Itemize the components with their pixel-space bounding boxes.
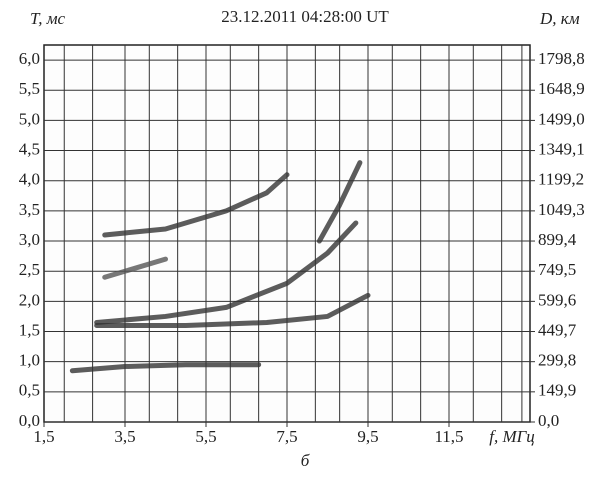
chart-title: 23.12.2011 04:28:00 UT	[221, 7, 389, 26]
y-tick-label: 1,5	[19, 320, 40, 339]
x-tick-label: 3,5	[114, 427, 135, 446]
y-tick-label: 5,0	[19, 109, 40, 128]
y-tick-label: 6,0	[19, 49, 40, 68]
y-tick-label: 5,5	[19, 79, 40, 98]
y2-tick-label: 1049,3	[538, 200, 585, 219]
x-axis-label: f, МГц	[489, 427, 535, 446]
y-tick-label: 3,0	[19, 230, 40, 249]
y2-tick-label: 0,0	[538, 411, 559, 430]
y-axis-label: T, мс	[30, 9, 66, 28]
y2-tick-label: 149,9	[538, 381, 576, 400]
y2-tick-label: 599,6	[538, 290, 576, 309]
trace	[69, 362, 262, 374]
y-tick-label: 0,0	[19, 411, 40, 430]
y2-tick-label: 1199,2	[538, 170, 584, 189]
y2-tick-label: 1499,0	[538, 109, 585, 128]
y2-tick-label: 449,7	[538, 320, 577, 339]
caption: б	[301, 451, 310, 470]
y2-tick-label: 1798,8	[538, 49, 585, 68]
y-tick-label: 2,5	[19, 260, 40, 279]
trace	[102, 172, 290, 238]
y2-tick-label: 1648,9	[538, 79, 585, 98]
x-tick-label: 9,5	[357, 427, 378, 446]
x-tick-label: 1,5	[33, 427, 54, 446]
y2-axis-label: D, км	[539, 9, 580, 28]
y2-tick-label: 899,4	[538, 230, 577, 249]
y-tick-label: 3,5	[19, 200, 40, 219]
y2-tick-label: 749,5	[538, 260, 576, 279]
y2-tick-label: 1349,1	[538, 139, 585, 158]
y-tick-label: 2,0	[19, 290, 40, 309]
x-tick-label: 7,5	[276, 427, 297, 446]
y-tick-label: 1,0	[19, 351, 40, 370]
x-tick-label: 11,5	[434, 427, 463, 446]
y-tick-label: 4,5	[19, 139, 40, 158]
trace	[316, 160, 363, 244]
y-tick-label: 4,0	[19, 170, 40, 189]
y-tick-label: 0,5	[19, 381, 40, 400]
trace	[94, 292, 371, 328]
x-tick-label: 5,5	[195, 427, 216, 446]
trace	[94, 220, 359, 325]
trace	[102, 256, 168, 280]
y2-tick-label: 299,8	[538, 351, 576, 370]
